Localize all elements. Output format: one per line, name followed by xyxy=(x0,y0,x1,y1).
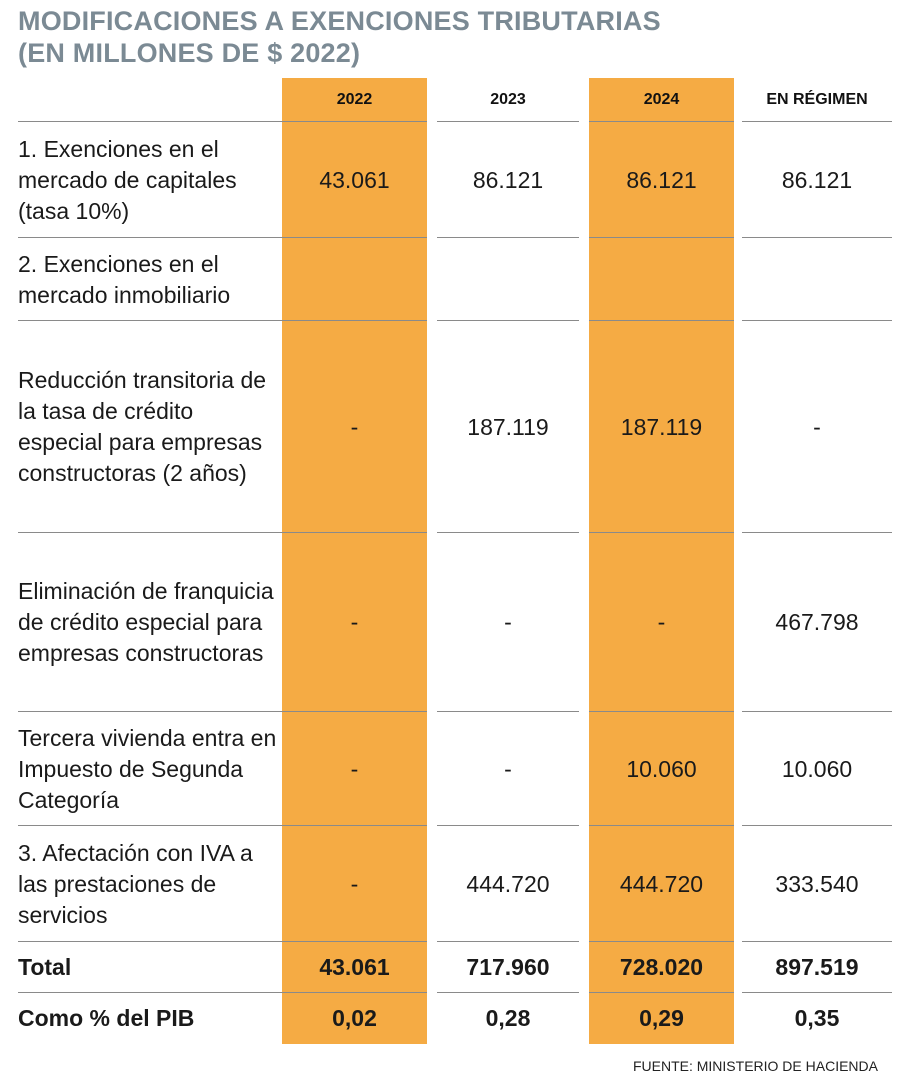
cell: 86.121 xyxy=(472,166,544,193)
row-divider xyxy=(437,711,579,712)
column-header: 2024 xyxy=(643,91,680,108)
row-divider xyxy=(589,121,734,122)
cell: 444.720 xyxy=(466,870,550,897)
row-divider xyxy=(589,320,734,321)
row-divider xyxy=(282,532,427,533)
cell: 86.121 xyxy=(781,166,853,193)
row-label: Reducción transitoria de la tasa de créd… xyxy=(18,367,267,486)
cell: 717.960 xyxy=(466,954,550,980)
row-divider xyxy=(282,711,427,712)
row-divider xyxy=(282,237,427,238)
cell: - xyxy=(504,755,512,782)
cell: 0,02 xyxy=(332,1005,377,1031)
row-divider xyxy=(18,992,282,993)
row-label: 2. Exenciones en el mercado inmobiliario xyxy=(18,250,231,308)
row-divider xyxy=(282,941,427,942)
row-divider xyxy=(282,992,427,993)
cell: - xyxy=(657,609,666,635)
cell: 333.540 xyxy=(775,870,859,897)
row-label: Como % del PIB xyxy=(18,1005,195,1031)
cell: 187.119 xyxy=(620,413,703,440)
column-header: 2022 xyxy=(336,91,373,108)
row-divider xyxy=(437,320,579,321)
row-divider xyxy=(742,121,892,122)
highlight-column xyxy=(589,78,734,1044)
row-label: 3. Afectación con IVA a las prestaciones… xyxy=(18,839,253,928)
cell: 10.060 xyxy=(626,755,697,782)
row-divider xyxy=(18,237,282,238)
row-divider xyxy=(437,121,579,122)
row-divider xyxy=(589,992,734,993)
row-divider xyxy=(742,711,892,712)
row-divider xyxy=(742,237,892,238)
cell: 897.519 xyxy=(775,954,859,980)
column-header: EN RÉGIMEN xyxy=(766,91,868,108)
subtitle: (EN MILLONES DE $ 2022) xyxy=(18,38,361,68)
cell: 444.720 xyxy=(619,870,704,897)
row-divider xyxy=(437,941,579,942)
row-divider xyxy=(18,825,282,826)
column-header: 2023 xyxy=(490,91,526,108)
row-divider xyxy=(18,941,282,942)
row-divider xyxy=(742,825,892,826)
row-divider xyxy=(282,320,427,321)
cell: 43.061 xyxy=(319,166,390,193)
row-divider xyxy=(437,992,579,993)
row-divider xyxy=(742,532,892,533)
cell: - xyxy=(350,755,359,782)
title: MODIFICACIONES A EXENCIONES TRIBUTARIAS xyxy=(18,6,661,36)
row-divider xyxy=(589,825,734,826)
row-divider xyxy=(18,121,282,122)
row-divider xyxy=(437,825,579,826)
cell: 728.020 xyxy=(619,954,704,980)
row-label: Tercera vivienda entra en Impuesto de Se… xyxy=(18,724,277,813)
cell: - xyxy=(350,870,359,897)
cell: 0,35 xyxy=(794,1005,840,1031)
cell: 0,28 xyxy=(485,1005,531,1031)
cell: 43.061 xyxy=(319,954,390,980)
cell: - xyxy=(350,413,359,440)
row-label: Total xyxy=(18,954,72,980)
row-divider xyxy=(18,532,282,533)
row-divider xyxy=(18,320,282,321)
row-divider xyxy=(437,532,579,533)
cell: 187.119 xyxy=(467,413,549,440)
row-divider xyxy=(589,532,734,533)
row-divider xyxy=(742,320,892,321)
cell: - xyxy=(813,413,821,440)
row-divider xyxy=(589,711,734,712)
row-divider xyxy=(589,237,734,238)
cell: 467.798 xyxy=(775,609,859,635)
cell: 0,29 xyxy=(639,1005,684,1031)
row-divider xyxy=(18,711,282,712)
row-divider xyxy=(589,941,734,942)
row-divider xyxy=(282,825,427,826)
row-label: Eliminación de franquicia de crédito esp… xyxy=(18,578,274,666)
row-divider xyxy=(437,237,579,238)
row-label: 1. Exenciones en el mercado de capitales… xyxy=(18,135,237,224)
highlight-column xyxy=(282,78,427,1044)
cell: - xyxy=(504,609,512,635)
row-divider xyxy=(742,941,892,942)
cell: 86.121 xyxy=(626,166,697,193)
cell: - xyxy=(350,609,359,635)
row-divider xyxy=(742,992,892,993)
cell: 10.060 xyxy=(781,755,853,782)
row-divider xyxy=(282,121,427,122)
source: FUENTE: MINISTERIO DE HACIENDA xyxy=(632,1058,878,1074)
